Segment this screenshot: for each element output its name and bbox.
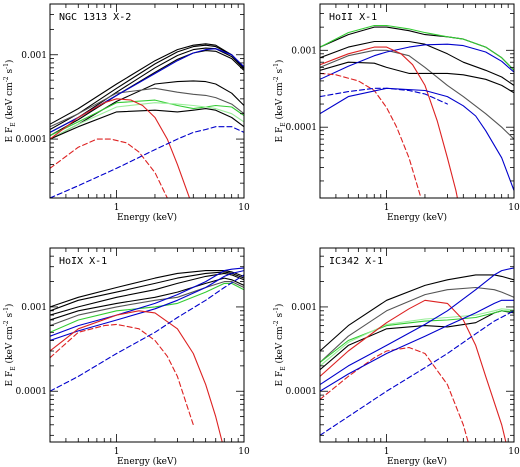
series-line-10 [50, 48, 244, 133]
plot-frame [49, 3, 245, 199]
series-line-10 [50, 323, 194, 426]
y-axis-label: E FE (keV cm-2 s-1) [3, 304, 17, 387]
x-axis-label: Energy (keV) [117, 212, 177, 223]
y-tick-label: 0.001 [21, 303, 47, 313]
series-line-6 [50, 87, 244, 128]
series-line-3 [320, 40, 514, 86]
series-line-10 [320, 87, 448, 105]
x-tick-label: 10 [238, 203, 250, 213]
series-line-3 [50, 47, 244, 133]
panel-title: NGC 1313 X-2 [59, 12, 131, 23]
y-tick-label: 0.0001 [286, 123, 318, 133]
series-line-13 [50, 126, 244, 198]
x-tick-label: 10 [238, 447, 250, 457]
panel-title: IC342 X-1 [329, 256, 383, 267]
series-line-12 [50, 138, 168, 198]
series-line-1 [320, 274, 514, 352]
series-line-2 [50, 271, 244, 312]
series-line-8 [50, 270, 244, 342]
y-tick-label: 0.001 [21, 51, 47, 61]
panel-3: 1 10 0.0001 0.001 HoIX X-1 Energy (keV) E FE (… [3, 247, 250, 467]
x-axis-label: Energy (keV) [117, 456, 177, 467]
x-tick-label: 1 [114, 203, 120, 213]
panel-title: HoIX X-1 [59, 256, 107, 267]
series-line-5 [50, 281, 244, 327]
series-line-8 [320, 267, 514, 386]
panel-title: HoII X-1 [329, 12, 377, 23]
y-axis-label: E FE (keV cm-2 s-1) [273, 304, 287, 387]
series-line-9 [50, 108, 244, 140]
plot-frame [319, 247, 515, 443]
tick-marks [319, 3, 515, 198]
panel-2: 1 10 0.0001 0.001 HoII X-1 Energy (keV) E FE (… [273, 3, 520, 223]
tick-marks [49, 3, 245, 199]
series-line-8 [320, 72, 422, 198]
series-line-11 [50, 98, 191, 198]
y-axis-label: E FE (keV cm-2 s-1) [3, 60, 17, 143]
series-line-9 [320, 87, 514, 192]
series-group [320, 267, 514, 442]
series-line-6 [320, 43, 514, 80]
x-axis-label: Energy (keV) [387, 212, 447, 223]
x-axis-label: Energy (keV) [387, 456, 447, 467]
series-line-7 [50, 267, 244, 337]
y-axis-label: E FE (keV cm-2 s-1) [273, 60, 287, 143]
series-group [50, 267, 244, 442]
series-line-4 [50, 277, 244, 321]
series-line-5 [320, 61, 514, 94]
tick-marks [319, 247, 515, 442]
series-line-11 [50, 274, 244, 392]
y-tick-label: 0.0001 [286, 387, 318, 397]
series-line-9 [320, 299, 514, 392]
x-tick-label: 10 [508, 447, 520, 457]
y-tick-label: 0.001 [291, 46, 317, 56]
y-tick-label: 0.0001 [16, 387, 48, 397]
series-line-2 [320, 286, 514, 363]
y-tick-label: 0.0001 [16, 135, 48, 145]
x-tick-label: 1 [114, 447, 120, 457]
x-tick-label: 10 [508, 203, 520, 213]
series-line-10 [320, 310, 514, 436]
series-line-4 [320, 310, 514, 363]
tick-marks [49, 247, 245, 442]
panel-1: 1 10 0.0001 0.001 NGC 1313 X-2 Energy (keV) E … [3, 3, 250, 223]
series-line-4 [320, 49, 514, 140]
series-line-6 [50, 282, 244, 333]
panel-4: 1 10 0.0001 0.001 IC342 X-1 Energy (keV) E FE … [273, 247, 520, 467]
series-line-7 [320, 46, 458, 198]
series-line-1 [320, 26, 514, 71]
series-line-2 [50, 44, 244, 131]
y-tick-label: 0.001 [291, 303, 317, 313]
plot-frame [49, 247, 245, 443]
series-group [320, 24, 514, 198]
x-tick-label: 1 [384, 203, 390, 213]
series-line-6 [320, 299, 507, 442]
plot-frame [319, 3, 515, 199]
series-line-2 [320, 24, 514, 71]
series-line-9 [50, 310, 223, 442]
series-group [50, 43, 244, 198]
series-line-7 [320, 346, 469, 442]
series-line-7 [50, 99, 244, 137]
series-line-1 [50, 43, 244, 125]
series-line-1 [50, 270, 244, 308]
x-tick-label: 1 [384, 447, 390, 457]
series-line-8 [50, 102, 244, 140]
series-line-5 [320, 308, 514, 367]
series-line-4 [50, 50, 244, 137]
